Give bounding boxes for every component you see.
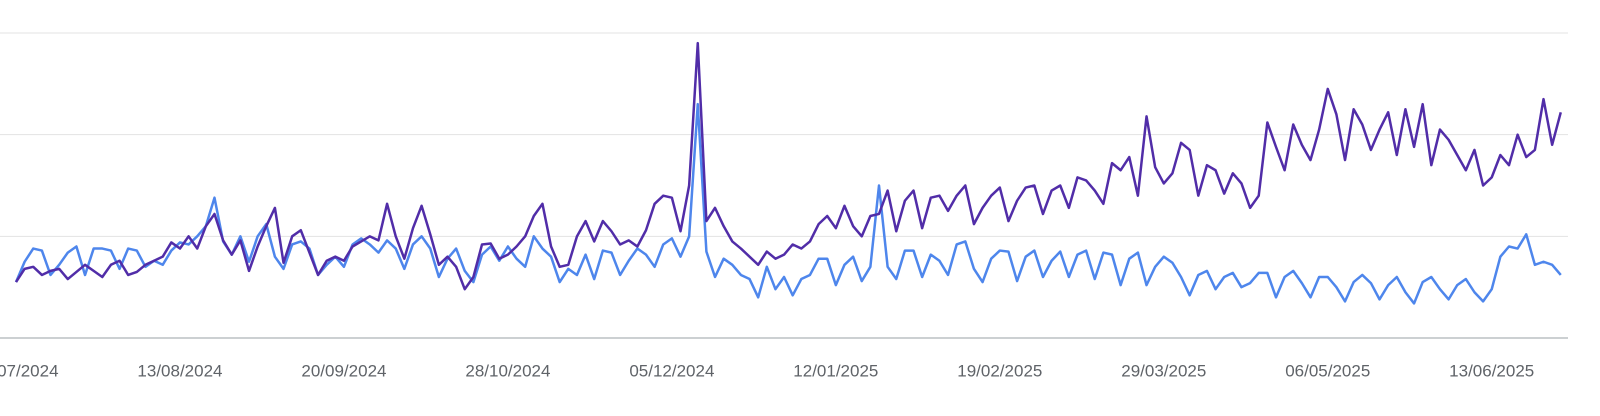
x-tick-label: 13/06/2025 [1449, 361, 1534, 380]
series-line [14, 41, 1562, 291]
x-tick-label: 05/12/2024 [629, 361, 714, 380]
x-tick-label: 06/05/2025 [1285, 361, 1370, 380]
series-line [14, 102, 1562, 305]
x-tick-label: 13/08/2024 [137, 361, 222, 380]
x-tick-label: 12/01/2025 [793, 361, 878, 380]
x-tick-label: 28/10/2024 [465, 361, 550, 380]
x-tick-label: 20/09/2024 [301, 361, 386, 380]
x-tick-label: 19/02/2025 [957, 361, 1042, 380]
x-tick-label: 06/07/2024 [0, 361, 59, 380]
x-tick-label: 29/03/2025 [1121, 361, 1206, 380]
